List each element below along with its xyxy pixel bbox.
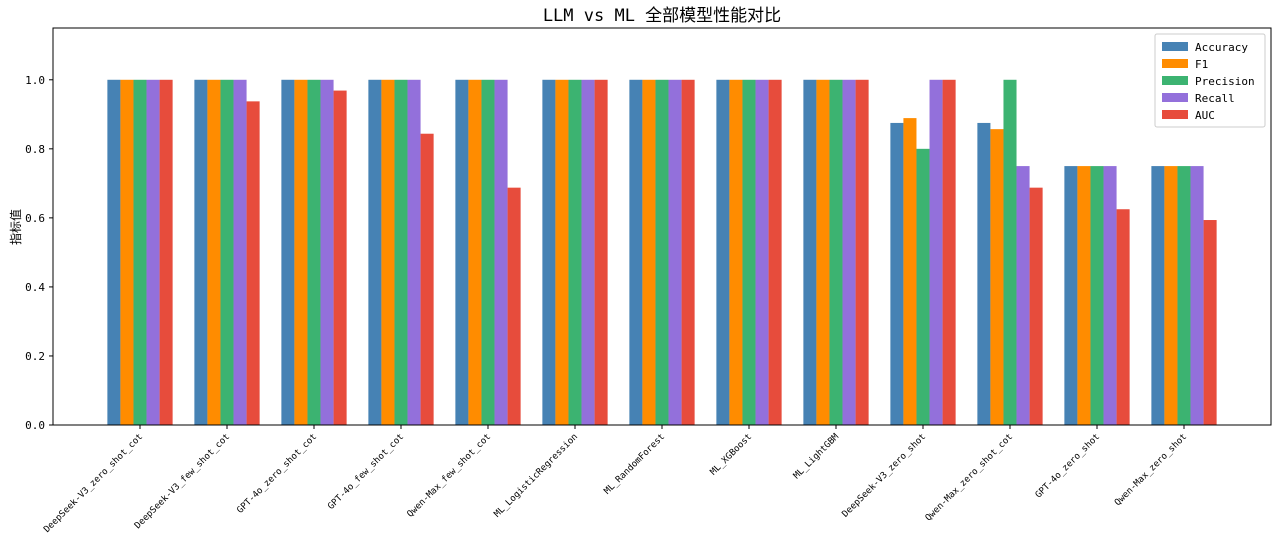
y-tick-label: 1.0: [25, 74, 45, 87]
bar: [681, 79, 695, 426]
bar: [816, 79, 830, 426]
legend-box: [1154, 33, 1266, 128]
bar: [594, 79, 608, 426]
y-tick-label: 0.2: [25, 350, 45, 363]
bar: [655, 79, 669, 426]
bar: [394, 79, 408, 426]
plot-frame: [52, 27, 1272, 426]
legend-swatch: [1162, 59, 1188, 68]
bar: [420, 133, 434, 425]
bar: [455, 79, 469, 426]
bar: [507, 187, 521, 425]
x-tick-label: DeepSeek-V3_few_shot_cot: [133, 432, 232, 531]
y-tick-label: 0.0: [25, 419, 45, 432]
legend-swatch: [1162, 93, 1188, 102]
bar: [629, 79, 643, 426]
bar: [742, 79, 756, 426]
bar: [977, 122, 991, 425]
bar: [768, 79, 782, 426]
bar: [716, 79, 730, 426]
bar: [1016, 166, 1030, 425]
bar: [1177, 166, 1191, 425]
bar: [890, 122, 904, 425]
legend-label: Precision: [1195, 75, 1255, 88]
bar: [1116, 209, 1130, 425]
bar: [755, 79, 769, 426]
legend-label: F1: [1195, 58, 1208, 71]
x-tick-label: GPT-4o_zero_shot_cot: [235, 432, 319, 516]
bar: [642, 79, 656, 426]
legend-label: AUC: [1195, 109, 1215, 122]
bar: [581, 79, 595, 426]
legend-label: Accuracy: [1195, 41, 1248, 54]
bar: [1064, 166, 1078, 425]
x-tick-label: DeepSeek-V3_zero_shot: [841, 432, 929, 520]
legend-label: Recall: [1195, 92, 1235, 105]
x-tick-label: Qwen-Max_zero_shot_cot: [924, 432, 1015, 523]
bar: [207, 79, 221, 426]
bar: [829, 79, 843, 426]
bar: [555, 79, 569, 426]
bar: [320, 79, 334, 426]
legend-swatch: [1162, 42, 1188, 51]
x-tick-label: DeepSeek-V3_zero_shot_cot: [42, 432, 145, 535]
bar: [146, 79, 160, 426]
bar: [381, 79, 395, 426]
bar: [1003, 79, 1017, 426]
bar: [668, 79, 682, 426]
bar: [159, 79, 173, 426]
bar: [333, 90, 347, 426]
bar: [494, 79, 508, 426]
bar: [1164, 166, 1178, 425]
bar: [368, 79, 382, 426]
bar: [1103, 166, 1117, 425]
bar: [407, 79, 421, 426]
y-tick-label: 0.8: [25, 143, 45, 156]
bar: [468, 79, 482, 426]
x-tick-label: GPT-4o_zero_shot: [1034, 432, 1102, 500]
y-tick-label: 0.6: [25, 212, 45, 225]
bar: [903, 118, 917, 425]
y-tick-label: 0.4: [25, 281, 45, 294]
x-tick-label: Qwen-Max_zero_shot: [1113, 432, 1189, 508]
bar: [107, 79, 121, 426]
x-tick-label: ML_LogisticRegression: [493, 432, 581, 520]
bar: [120, 79, 134, 426]
chart-title: LLM vs ML 全部模型性能对比: [543, 6, 781, 26]
legend-swatch: [1162, 110, 1188, 119]
bar: [942, 79, 956, 426]
bar: [1077, 166, 1091, 425]
bar: [929, 79, 943, 426]
bar: [729, 79, 743, 426]
bar: [842, 79, 856, 426]
bar: [281, 79, 295, 426]
bar: [1090, 166, 1104, 425]
bar: [133, 79, 147, 426]
legend-swatch: [1162, 76, 1188, 85]
bar: [246, 101, 260, 425]
bar: [481, 79, 495, 426]
x-tick-label: ML_RandomForest: [603, 432, 668, 497]
bar: [568, 79, 582, 426]
bar: [1029, 187, 1043, 425]
bar: [194, 79, 208, 426]
bar: [916, 148, 930, 425]
bar: [803, 79, 817, 426]
bar: [1203, 220, 1217, 425]
x-tick-label: ML_XGBoost: [709, 432, 754, 477]
y-axis-label: 指标值: [8, 209, 23, 245]
bar: [990, 129, 1004, 426]
bar: [1151, 166, 1165, 425]
bar: [233, 79, 247, 426]
bar: [855, 79, 869, 426]
x-tick-label: Qwen-Max_few_shot_cot: [406, 432, 494, 520]
bar: [542, 79, 556, 426]
bar: [294, 79, 308, 426]
bar: [307, 79, 321, 426]
bar: [220, 79, 234, 426]
bar: [1190, 166, 1204, 425]
x-tick-label: GPT-4o_few_shot_cot: [326, 432, 406, 512]
x-tick-label: ML_LightGBM: [792, 432, 842, 482]
